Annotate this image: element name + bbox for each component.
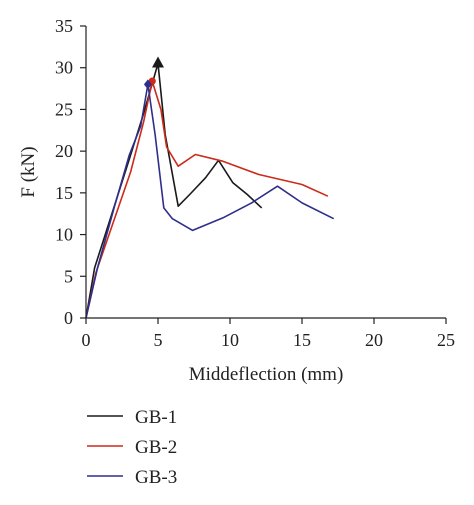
y-tick-label: 5 — [64, 266, 73, 286]
x-tick-label: 0 — [82, 330, 91, 350]
x-tick-label: 25 — [437, 330, 455, 350]
y-tick-label: 30 — [55, 58, 73, 78]
y-tick-label: 10 — [55, 225, 73, 245]
y-tick-label: 35 — [55, 16, 73, 36]
x-tick-label: 5 — [154, 330, 163, 350]
y-ticks: 0 5 10 15 20 25 30 35 — [55, 16, 86, 328]
peak-marker-3 — [143, 79, 152, 90]
peak-marker-1 — [152, 56, 164, 68]
series-line-3 — [85, 83, 335, 319]
x-ticks: 0 5 10 15 20 25 — [82, 318, 455, 350]
y-tick-label: 15 — [55, 183, 73, 203]
x-tick-label: 10 — [221, 330, 239, 350]
legend-label-3: GB-3 — [135, 467, 177, 488]
series-line-1 — [85, 62, 263, 319]
y-axis-title: F (kN) — [18, 146, 39, 197]
y-tick-label: 25 — [55, 99, 73, 119]
x-axis-title: Middeflection (mm) — [189, 364, 344, 385]
plot-area — [85, 62, 335, 319]
legend: GB-1 GB-2 GB-3 — [87, 407, 177, 488]
x-tick-label: 15 — [293, 330, 311, 350]
peak-markers — [143, 56, 164, 90]
legend-label-2: GB-2 — [135, 437, 177, 458]
y-tick-label: 0 — [64, 308, 73, 328]
legend-label-1: GB-1 — [135, 407, 177, 428]
x-tick-label: 20 — [365, 330, 383, 350]
series-line-2 — [85, 80, 329, 319]
y-tick-label: 20 — [55, 141, 73, 161]
axes — [85, 26, 446, 319]
